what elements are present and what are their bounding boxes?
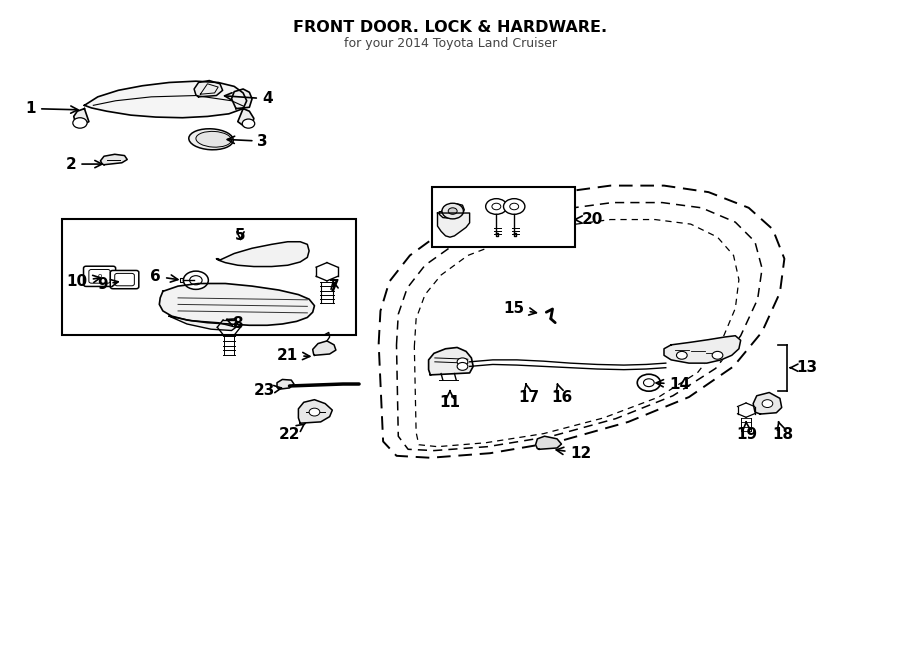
Polygon shape [74, 108, 89, 125]
Polygon shape [536, 436, 562, 449]
Text: 23: 23 [254, 383, 282, 398]
Circle shape [509, 203, 518, 210]
Bar [62, 219, 356, 335]
Circle shape [492, 203, 500, 210]
Text: 13: 13 [790, 360, 817, 375]
Text: 20: 20 [575, 212, 603, 227]
Polygon shape [169, 316, 236, 330]
Circle shape [73, 118, 87, 128]
Circle shape [457, 362, 468, 370]
Text: 17: 17 [518, 384, 539, 405]
Polygon shape [437, 213, 470, 237]
Text: 12: 12 [556, 446, 591, 461]
Polygon shape [231, 89, 252, 108]
Text: 10: 10 [67, 274, 100, 289]
Circle shape [677, 352, 688, 359]
Polygon shape [299, 400, 332, 423]
Circle shape [448, 208, 457, 214]
Polygon shape [238, 108, 254, 127]
Text: 15: 15 [504, 301, 536, 317]
Text: 4: 4 [225, 91, 273, 106]
Text: 21: 21 [277, 348, 310, 363]
Polygon shape [216, 242, 309, 266]
Polygon shape [194, 81, 222, 97]
Polygon shape [428, 348, 473, 375]
Circle shape [644, 379, 654, 387]
Text: 5: 5 [235, 228, 246, 243]
Polygon shape [101, 154, 127, 165]
Text: 8: 8 [227, 317, 243, 331]
Circle shape [242, 119, 255, 128]
Ellipse shape [189, 129, 233, 150]
Text: for your 2014 Toyota Land Cruiser: for your 2014 Toyota Land Cruiser [344, 37, 556, 50]
Circle shape [190, 276, 203, 285]
Circle shape [637, 374, 661, 391]
Polygon shape [439, 204, 464, 218]
FancyBboxPatch shape [89, 270, 111, 283]
Circle shape [762, 400, 773, 408]
Circle shape [309, 408, 320, 416]
FancyBboxPatch shape [84, 266, 115, 286]
Text: 9: 9 [97, 278, 118, 292]
Ellipse shape [196, 132, 231, 147]
Circle shape [503, 199, 525, 214]
Polygon shape [664, 336, 741, 363]
Polygon shape [85, 81, 247, 118]
Polygon shape [753, 393, 782, 414]
Text: 22: 22 [279, 424, 305, 442]
FancyBboxPatch shape [111, 270, 139, 289]
Circle shape [457, 358, 468, 366]
Text: 14: 14 [656, 377, 690, 391]
Text: 19: 19 [736, 422, 758, 442]
Polygon shape [159, 284, 314, 325]
Text: o: o [97, 274, 102, 280]
Text: 2: 2 [66, 157, 102, 172]
Circle shape [712, 352, 723, 359]
Circle shape [184, 271, 209, 290]
Text: 11: 11 [439, 391, 461, 410]
Circle shape [486, 199, 507, 214]
Polygon shape [312, 341, 336, 356]
Text: 3: 3 [228, 134, 268, 149]
Text: FRONT DOOR. LOCK & HARDWARE.: FRONT DOOR. LOCK & HARDWARE. [292, 20, 608, 36]
Circle shape [442, 203, 464, 219]
Polygon shape [277, 379, 294, 389]
Text: 16: 16 [551, 384, 572, 405]
Text: 6: 6 [150, 269, 178, 284]
Bar [432, 187, 575, 247]
Text: 7: 7 [328, 279, 339, 293]
FancyBboxPatch shape [114, 274, 134, 286]
Text: 1: 1 [26, 101, 78, 116]
Text: 18: 18 [772, 422, 793, 442]
